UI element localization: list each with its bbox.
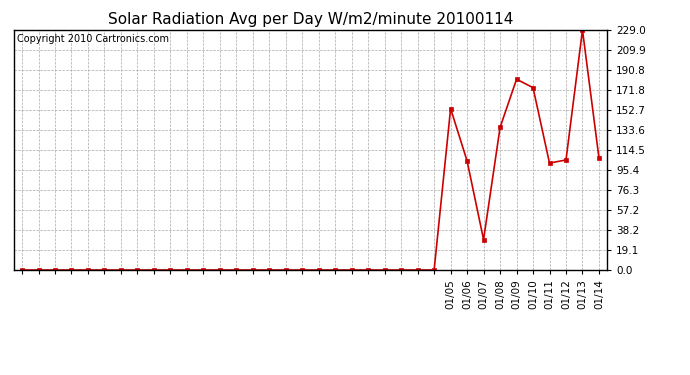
Title: Solar Radiation Avg per Day W/m2/minute 20100114: Solar Radiation Avg per Day W/m2/minute … <box>108 12 513 27</box>
Text: Copyright 2010 Cartronics.com: Copyright 2010 Cartronics.com <box>17 34 169 44</box>
